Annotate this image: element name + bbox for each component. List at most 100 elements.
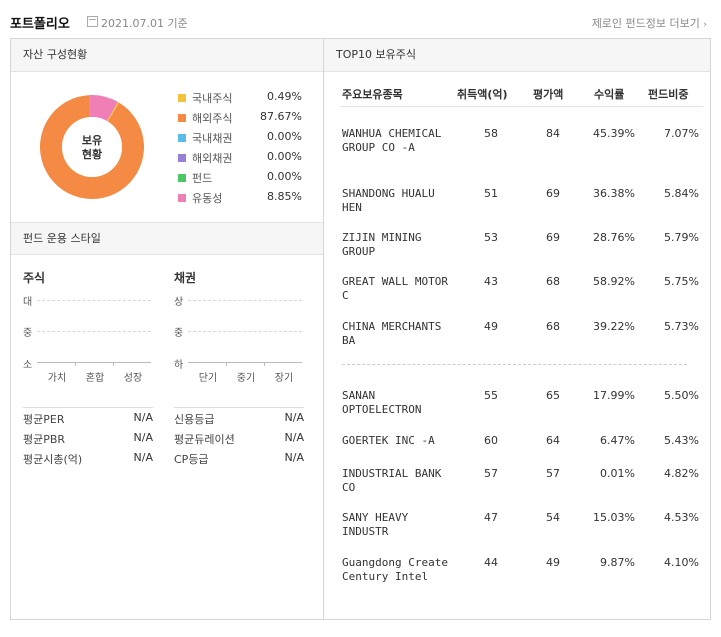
metric-label: 평균듀레이션 — [174, 433, 235, 446]
bond-grid-line — [188, 300, 302, 301]
bond-y-label-mid: 중 — [174, 328, 184, 339]
stock-x-label-value: 가치 — [47, 373, 67, 384]
cost-cell: 57 — [484, 467, 498, 480]
legend-item: 유동성 8.85% — [176, 189, 302, 209]
metric-label: 평균PER — [23, 413, 65, 426]
table-row: SHANDONG HUALU HEN 51 69 36.38% 5.84% — [340, 187, 703, 227]
value-cell: 69 — [546, 187, 560, 200]
holding-name: WANHUA CHEMICAL GROUP CO -A — [342, 127, 442, 154]
holding-name: CHINA MERCHANTS BA — [342, 320, 442, 347]
return-cell: 58.92% — [593, 275, 635, 288]
cost-cell: 47 — [484, 511, 498, 524]
bond-metrics: 신용등급 N/A 평균듀레이션 N/A CP등급 N/A — [174, 407, 304, 470]
return-cell: 0.01% — [600, 467, 635, 480]
legend-value: 0.00% — [267, 130, 302, 143]
page-title: 포트폴리오 — [10, 17, 70, 32]
value-cell: 57 — [546, 467, 560, 480]
return-cell: 36.38% — [593, 187, 635, 200]
table-divider — [342, 364, 687, 365]
style-section-title: 펀드 운용 스타일 — [11, 222, 323, 255]
asset-section-title: 자산 구성현황 — [11, 39, 323, 72]
top10-section-title: TOP10 보유주식 — [324, 39, 710, 72]
metric-label: 평균시총(억) — [23, 453, 83, 466]
col-holding: 주요보유종목 — [342, 88, 403, 101]
table-row: INDUSTRIAL BANK CO 57 57 0.01% 4.82% — [340, 467, 703, 507]
cost-cell: 44 — [484, 556, 498, 569]
bond-x-label-short: 단기 — [198, 373, 218, 384]
legend-label: 국내주식 — [192, 92, 233, 105]
legend-swatch — [178, 114, 186, 122]
donut-slice — [39, 95, 144, 199]
holding-name: SANY HEAVY INDUSTR — [342, 511, 409, 538]
stock-x-axis — [37, 362, 151, 363]
bond-x-label-mid: 중기 — [236, 373, 256, 384]
weight-cell: 5.73% — [664, 320, 699, 333]
bond-grid-line — [188, 331, 302, 332]
bond-y-label-high: 상 — [174, 297, 184, 308]
top10-panel: TOP10 보유주식 주요보유종목 취득액(억) 평가액 수익률 펀드비중 WA… — [324, 39, 710, 619]
return-cell: 17.99% — [593, 389, 635, 402]
holding-name: SANAN OPTOELECTRON — [342, 389, 422, 416]
weight-cell: 5.50% — [664, 389, 699, 402]
bond-y-label-low: 하 — [174, 360, 184, 371]
weight-cell: 5.43% — [664, 434, 699, 447]
legend-label: 해외채권 — [192, 152, 233, 165]
asset-donut-chart — [39, 95, 144, 199]
stock-axis-tick — [113, 362, 114, 366]
metric-value: N/A — [284, 431, 304, 444]
legend-value: 0.00% — [267, 150, 302, 163]
metric-row: 평균PER N/A — [23, 410, 153, 430]
stock-x-label-blend: 혼합 — [85, 373, 105, 384]
return-cell: 39.22% — [593, 320, 635, 333]
metric-value: N/A — [133, 431, 153, 444]
legend-swatch — [178, 94, 186, 102]
metric-value: N/A — [284, 451, 304, 464]
metric-label: 평균PBR — [23, 433, 66, 446]
legend-swatch — [178, 194, 186, 202]
cost-cell: 53 — [484, 231, 498, 244]
top10-table-header: 주요보유종목 취득액(억) 평가액 수익률 펀드비중 — [340, 83, 703, 107]
table-row: SANAN OPTOELECTRON 55 65 17.99% 5.50% — [340, 389, 703, 429]
legend-swatch — [178, 154, 186, 162]
weight-cell: 5.75% — [664, 275, 699, 288]
table-row: ZIJIN MINING GROUP 53 69 28.76% 5.79% — [340, 231, 703, 271]
stock-style-box: 주식 대 중 소 가치 혼합 성장 — [23, 269, 153, 384]
stock-grid-line — [37, 300, 151, 301]
holding-name: GREAT WALL MOTOR C — [342, 275, 448, 302]
col-cost: 취득액(억) — [457, 88, 508, 101]
weight-cell: 4.10% — [664, 556, 699, 569]
bond-style-title: 채권 — [174, 271, 197, 285]
legend-swatch — [178, 174, 186, 182]
value-cell: 65 — [546, 389, 560, 402]
donut-center-label: 보유 현황 — [81, 134, 103, 161]
calendar-icon — [87, 16, 98, 27]
stock-x-label-growth: 성장 — [123, 373, 143, 384]
table-row: GREAT WALL MOTOR C 43 68 58.92% 5.75% — [340, 275, 703, 315]
value-cell: 69 — [546, 231, 560, 244]
weight-cell: 4.53% — [664, 511, 699, 524]
legend-label: 해외주식 — [192, 112, 233, 125]
stock-axis-tick — [75, 362, 76, 366]
col-value: 평가액 — [533, 88, 564, 101]
asset-legend: 국내주식 0.49% 해외주식 87.67% 국내채권 0.00% 해외채권 0.00% 펀드 0… — [176, 89, 302, 209]
reference-date: 2021.07.01 기준 — [101, 17, 188, 30]
table-row: GOERTEK INC -A 60 64 6.47% 5.43% — [340, 434, 703, 464]
chevron-right-icon: › — [703, 20, 707, 30]
legend-item: 펀드 0.00% — [176, 169, 302, 189]
metric-row: 평균듀레이션 N/A — [174, 430, 304, 450]
cost-cell: 43 — [484, 275, 498, 288]
holding-name: GOERTEK INC -A — [342, 434, 435, 447]
bond-x-axis — [188, 362, 302, 363]
weight-cell: 5.84% — [664, 187, 699, 200]
bond-axis-tick — [264, 362, 265, 366]
holding-name: INDUSTRIAL BANK CO — [342, 467, 442, 494]
value-cell: 64 — [546, 434, 560, 447]
col-return: 수익률 — [594, 88, 625, 101]
more-fund-info-link[interactable]: 제로인 펀드정보 더보기 › — [591, 17, 707, 30]
metric-value: N/A — [284, 411, 304, 424]
bond-x-label-long: 장기 — [274, 373, 294, 384]
donut-hole — [62, 117, 122, 177]
metric-label: CP등급 — [174, 453, 209, 466]
metric-row: CP등급 N/A — [174, 450, 304, 470]
legend-value: 0.49% — [267, 90, 302, 103]
